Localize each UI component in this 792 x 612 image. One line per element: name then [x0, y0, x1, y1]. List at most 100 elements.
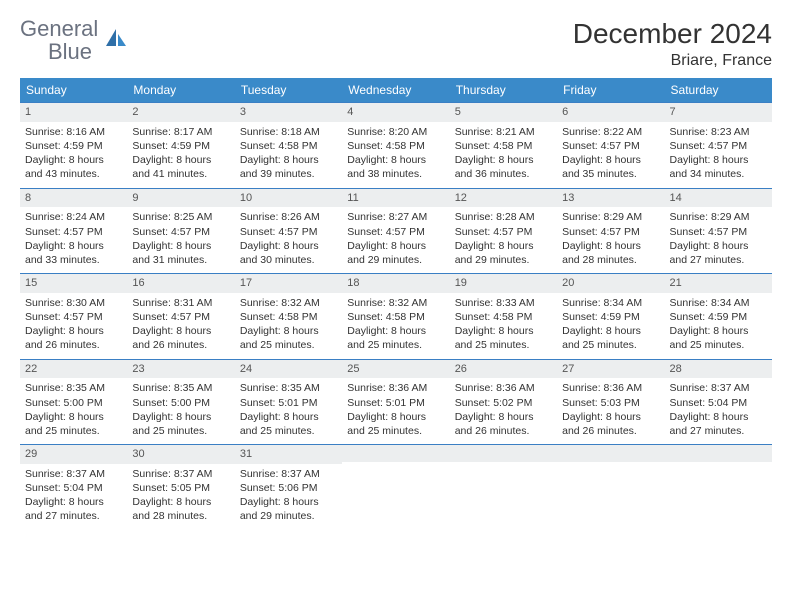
- sunset-text: Sunset: 4:57 PM: [25, 225, 122, 239]
- page-title: December 2024: [573, 18, 772, 50]
- day-number: 10: [235, 189, 342, 208]
- sunrise-text: Sunrise: 8:27 AM: [347, 210, 444, 224]
- sunset-text: Sunset: 4:57 PM: [670, 139, 767, 153]
- sunset-text: Sunset: 4:58 PM: [240, 310, 337, 324]
- sunrise-text: Sunrise: 8:32 AM: [240, 296, 337, 310]
- sunset-text: Sunset: 4:57 PM: [562, 225, 659, 239]
- calendar-day: 19Sunrise: 8:33 AMSunset: 4:58 PMDayligh…: [450, 274, 557, 359]
- calendar-week: 29Sunrise: 8:37 AMSunset: 5:04 PMDayligh…: [20, 444, 772, 530]
- daylight-text-2: and 25 minutes.: [670, 338, 767, 352]
- daylight-text-1: Daylight: 8 hours: [132, 153, 229, 167]
- daylight-text-2: and 41 minutes.: [132, 167, 229, 181]
- weekday-header: Friday: [557, 78, 664, 102]
- daylight-text-1: Daylight: 8 hours: [347, 153, 444, 167]
- daylight-text-1: Daylight: 8 hours: [670, 410, 767, 424]
- weekday-header: Sunday: [20, 78, 127, 102]
- day-number: [450, 445, 557, 462]
- daylight-text-2: and 25 minutes.: [347, 338, 444, 352]
- sunrise-text: Sunrise: 8:34 AM: [670, 296, 767, 310]
- sunset-text: Sunset: 5:01 PM: [240, 396, 337, 410]
- sunrise-text: Sunrise: 8:37 AM: [670, 381, 767, 395]
- day-number: 24: [235, 360, 342, 379]
- weekday-header: Tuesday: [235, 78, 342, 102]
- daylight-text-2: and 29 minutes.: [347, 253, 444, 267]
- daylight-text-1: Daylight: 8 hours: [25, 153, 122, 167]
- calendar-week: 1Sunrise: 8:16 AMSunset: 4:59 PMDaylight…: [20, 102, 772, 188]
- day-number: 22: [20, 360, 127, 379]
- logo-text-part2: Blue: [48, 39, 92, 64]
- daylight-text-2: and 33 minutes.: [25, 253, 122, 267]
- calendar-day: 14Sunrise: 8:29 AMSunset: 4:57 PMDayligh…: [665, 189, 772, 274]
- sunrise-text: Sunrise: 8:16 AM: [25, 125, 122, 139]
- daylight-text-1: Daylight: 8 hours: [132, 410, 229, 424]
- daylight-text-2: and 27 minutes.: [670, 253, 767, 267]
- sunrise-text: Sunrise: 8:35 AM: [25, 381, 122, 395]
- sunrise-text: Sunrise: 8:20 AM: [347, 125, 444, 139]
- logo-text-wrap: General Blue: [20, 18, 98, 64]
- calendar-body: 1Sunrise: 8:16 AMSunset: 4:59 PMDaylight…: [20, 102, 772, 530]
- day-number: 27: [557, 360, 664, 379]
- daylight-text-1: Daylight: 8 hours: [562, 410, 659, 424]
- sunset-text: Sunset: 4:57 PM: [455, 225, 552, 239]
- calendar-day: 12Sunrise: 8:28 AMSunset: 4:57 PMDayligh…: [450, 189, 557, 274]
- calendar-day: 1Sunrise: 8:16 AMSunset: 4:59 PMDaylight…: [20, 103, 127, 188]
- daylight-text-1: Daylight: 8 hours: [455, 239, 552, 253]
- daylight-text-2: and 36 minutes.: [455, 167, 552, 181]
- day-number: 1: [20, 103, 127, 122]
- day-number: 8: [20, 189, 127, 208]
- calendar-day: 11Sunrise: 8:27 AMSunset: 4:57 PMDayligh…: [342, 189, 449, 274]
- sunrise-text: Sunrise: 8:37 AM: [240, 467, 337, 481]
- daylight-text-1: Daylight: 8 hours: [25, 324, 122, 338]
- sunrise-text: Sunrise: 8:24 AM: [25, 210, 122, 224]
- calendar-day: 23Sunrise: 8:35 AMSunset: 5:00 PMDayligh…: [127, 360, 234, 445]
- daylight-text-2: and 27 minutes.: [25, 509, 122, 523]
- calendar-day-empty: [450, 445, 557, 530]
- calendar-day: 20Sunrise: 8:34 AMSunset: 4:59 PMDayligh…: [557, 274, 664, 359]
- daylight-text-1: Daylight: 8 hours: [562, 153, 659, 167]
- sunrise-text: Sunrise: 8:17 AM: [132, 125, 229, 139]
- calendar-day: 29Sunrise: 8:37 AMSunset: 5:04 PMDayligh…: [20, 445, 127, 530]
- day-number: 21: [665, 274, 772, 293]
- calendar: SundayMondayTuesdayWednesdayThursdayFrid…: [20, 78, 772, 530]
- sunset-text: Sunset: 5:01 PM: [347, 396, 444, 410]
- calendar-day: 31Sunrise: 8:37 AMSunset: 5:06 PMDayligh…: [235, 445, 342, 530]
- sunrise-text: Sunrise: 8:21 AM: [455, 125, 552, 139]
- sunset-text: Sunset: 4:58 PM: [455, 139, 552, 153]
- sunrise-text: Sunrise: 8:23 AM: [670, 125, 767, 139]
- daylight-text-2: and 39 minutes.: [240, 167, 337, 181]
- day-number: 13: [557, 189, 664, 208]
- sunrise-text: Sunrise: 8:26 AM: [240, 210, 337, 224]
- daylight-text-1: Daylight: 8 hours: [240, 324, 337, 338]
- sunset-text: Sunset: 5:06 PM: [240, 481, 337, 495]
- daylight-text-2: and 26 minutes.: [132, 338, 229, 352]
- daylight-text-2: and 29 minutes.: [240, 509, 337, 523]
- daylight-text-2: and 26 minutes.: [562, 424, 659, 438]
- calendar-day-empty: [557, 445, 664, 530]
- sunrise-text: Sunrise: 8:29 AM: [562, 210, 659, 224]
- daylight-text-1: Daylight: 8 hours: [240, 153, 337, 167]
- day-number: 29: [20, 445, 127, 464]
- day-number: [342, 445, 449, 462]
- sunrise-text: Sunrise: 8:18 AM: [240, 125, 337, 139]
- calendar-day: 27Sunrise: 8:36 AMSunset: 5:03 PMDayligh…: [557, 360, 664, 445]
- daylight-text-2: and 25 minutes.: [132, 424, 229, 438]
- calendar-day: 17Sunrise: 8:32 AMSunset: 4:58 PMDayligh…: [235, 274, 342, 359]
- day-number: [665, 445, 772, 462]
- day-number: [557, 445, 664, 462]
- calendar-day: 6Sunrise: 8:22 AMSunset: 4:57 PMDaylight…: [557, 103, 664, 188]
- calendar-week: 22Sunrise: 8:35 AMSunset: 5:00 PMDayligh…: [20, 359, 772, 445]
- daylight-text-1: Daylight: 8 hours: [347, 239, 444, 253]
- logo: General Blue: [20, 18, 128, 64]
- sunset-text: Sunset: 5:05 PM: [132, 481, 229, 495]
- weekday-header: Monday: [127, 78, 234, 102]
- daylight-text-1: Daylight: 8 hours: [347, 410, 444, 424]
- calendar-day: 15Sunrise: 8:30 AMSunset: 4:57 PMDayligh…: [20, 274, 127, 359]
- sunset-text: Sunset: 4:58 PM: [347, 139, 444, 153]
- day-number: 20: [557, 274, 664, 293]
- daylight-text-1: Daylight: 8 hours: [132, 495, 229, 509]
- daylight-text-1: Daylight: 8 hours: [455, 153, 552, 167]
- sunrise-text: Sunrise: 8:29 AM: [670, 210, 767, 224]
- calendar-day: 2Sunrise: 8:17 AMSunset: 4:59 PMDaylight…: [127, 103, 234, 188]
- day-number: 4: [342, 103, 449, 122]
- day-number: 3: [235, 103, 342, 122]
